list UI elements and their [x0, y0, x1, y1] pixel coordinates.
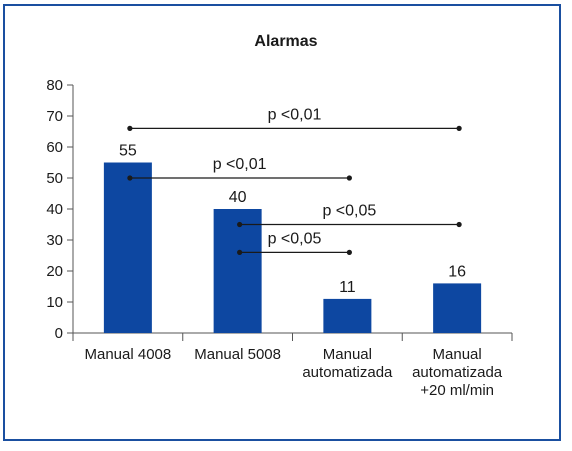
p-value-label: p <0,05	[322, 203, 376, 220]
p-value-label: p <0,01	[213, 156, 267, 173]
x-category-label: Manual 4008	[85, 346, 172, 363]
x-category-label: Manual automatizada	[302, 346, 393, 381]
chart-frame	[3, 4, 561, 441]
y-tick-label: 30	[46, 232, 63, 249]
data-label: 16	[448, 263, 466, 280]
bar	[103, 162, 152, 333]
comparison-endpoint	[456, 125, 462, 131]
y-tick-label: 0	[55, 325, 63, 342]
comparison-endpoint	[127, 175, 133, 181]
y-tick-label: 80	[46, 77, 63, 94]
comparison-endpoint	[127, 125, 133, 131]
data-label: 11	[339, 279, 356, 296]
p-value-label: p <0,01	[268, 106, 322, 123]
x-category-label: Manual 5008	[194, 346, 281, 363]
y-tick-label: 20	[46, 263, 63, 280]
data-label: 55	[119, 143, 137, 160]
y-tick-label: 50	[46, 170, 63, 187]
comparison-endpoint	[346, 249, 352, 255]
bar	[323, 298, 372, 333]
p-value-label: p <0,05	[268, 230, 322, 247]
comparison-endpoint	[237, 221, 243, 228]
y-tick-label: 40	[46, 201, 63, 218]
data-label: 40	[229, 189, 247, 206]
bars: 55 40 11 16	[103, 143, 482, 333]
comparison-endpoint	[237, 249, 243, 255]
bar	[213, 209, 262, 333]
comparison-endpoint	[346, 175, 352, 181]
x-axis: Manual 4008 Manual 5008 Manual automatizada…	[72, 332, 513, 399]
y-tick-label: 70	[46, 108, 63, 125]
y-tick-label: 60	[46, 139, 63, 156]
y-tick-label: 10	[46, 294, 63, 311]
x-category-label: Manual automatizada +20 ml/min	[412, 346, 503, 399]
significance-brackets: p <0,01 p <0,01 p <0,05p <0,05	[127, 106, 462, 255]
chart-title: Alarmas	[254, 33, 317, 50]
comparison-endpoint	[456, 221, 462, 228]
bar	[433, 283, 482, 333]
y-axis: 0 10 20 30 40 50 60 70 80	[46, 77, 74, 342]
